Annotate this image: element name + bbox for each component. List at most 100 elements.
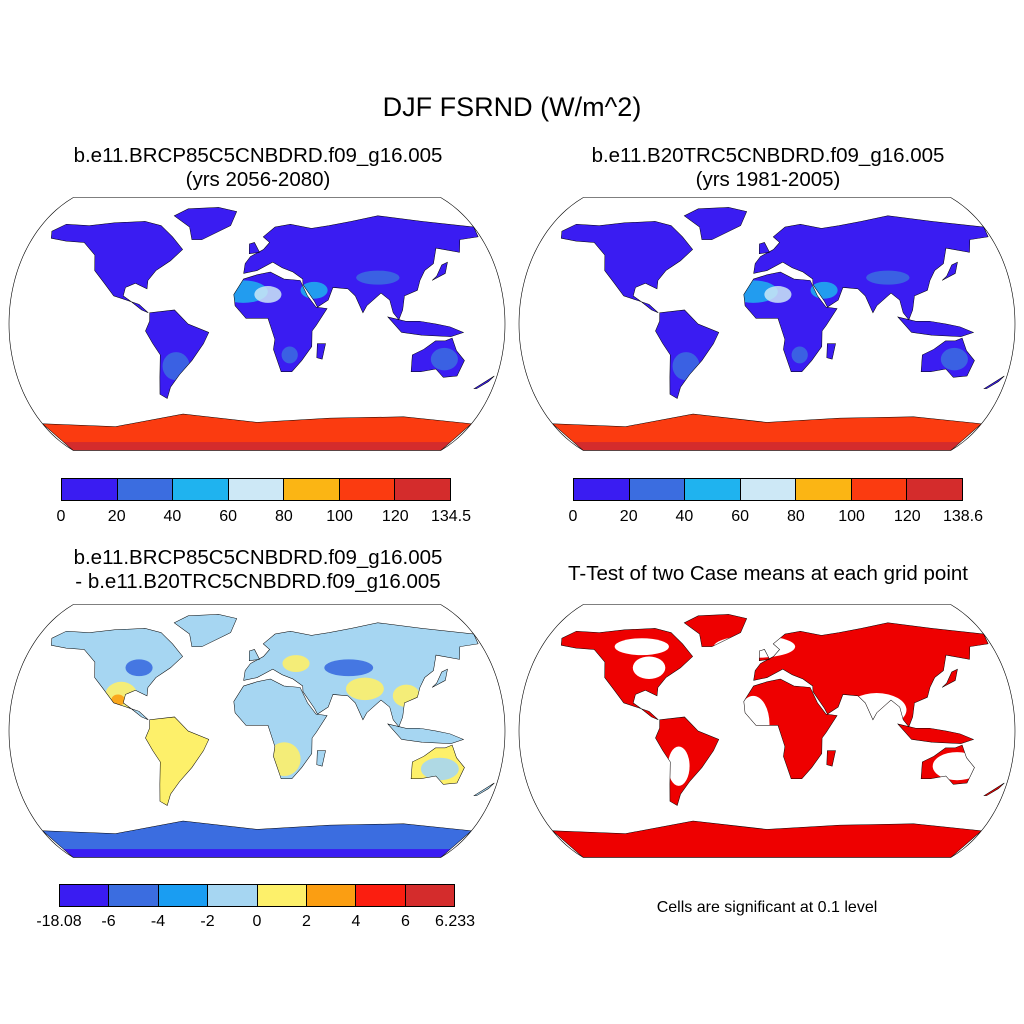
coastline-japan bbox=[431, 668, 448, 688]
colorbar-swatch bbox=[356, 885, 406, 906]
colorbar-swatch bbox=[208, 885, 258, 906]
land-greenland bbox=[174, 614, 237, 647]
colorbar-tick-label: 134.5 bbox=[430, 508, 472, 525]
map-ttest bbox=[518, 604, 1016, 858]
colorbar-swatch bbox=[60, 885, 110, 906]
map-boundary bbox=[8, 604, 506, 858]
colorbar-tick-label: 80 bbox=[274, 508, 293, 525]
coastline-indonesia bbox=[897, 723, 975, 744]
colorbar-tick-label: -18.08 bbox=[36, 913, 82, 930]
colorbar-swatch bbox=[228, 479, 285, 500]
coastline-antarctica bbox=[551, 820, 983, 858]
coastline-new-zealand bbox=[473, 782, 495, 796]
coastline-australia bbox=[410, 744, 465, 785]
colorbar-ticks-diff: -18.08 -6 -4 -2 0 2 4 6 6.233 bbox=[0, 913, 1024, 933]
map-diff bbox=[8, 604, 506, 858]
coastline-africa bbox=[233, 271, 328, 373]
coastline-south-america bbox=[655, 716, 720, 806]
colorbar-diff bbox=[59, 884, 455, 907]
colorbar-swatch bbox=[740, 479, 797, 500]
colorbar-tick-label: 0 bbox=[252, 913, 262, 930]
coastline-greenland bbox=[173, 614, 238, 647]
colorbar-swatch bbox=[173, 479, 229, 500]
map-case2 bbox=[518, 197, 1016, 451]
coastline-north-america bbox=[50, 628, 183, 720]
land-madagascar bbox=[826, 750, 836, 767]
colorbar-tick-label: 100 bbox=[326, 508, 353, 525]
colorbar-tick-label: 100 bbox=[838, 508, 865, 525]
coastline-madagascar bbox=[316, 343, 326, 360]
coastline-eurasia bbox=[243, 622, 479, 728]
land-japan bbox=[432, 262, 448, 281]
coastline-indonesia bbox=[897, 316, 975, 337]
colorbar-tick-label: 60 bbox=[731, 508, 750, 525]
land-antarctica bbox=[552, 820, 982, 858]
colorbar-swatch bbox=[851, 479, 908, 500]
coastline-eurasia bbox=[243, 215, 479, 321]
colorbar-tick-label: 4 bbox=[351, 913, 361, 930]
panel-title-diff: b.e11.BRCP85C5CNBDRD.f09_g16.005 - b.e11… bbox=[8, 546, 508, 594]
land-eurasia bbox=[753, 215, 989, 320]
coastline-indonesia bbox=[387, 723, 465, 744]
colorbar-swatch bbox=[339, 479, 396, 500]
colorbar-swatch bbox=[306, 885, 357, 906]
colorbar-tick-label: 20 bbox=[107, 508, 126, 525]
coastline-madagascar bbox=[826, 750, 836, 767]
land-indonesia bbox=[897, 723, 974, 744]
land-japan bbox=[432, 669, 448, 688]
coastline-antarctica bbox=[41, 820, 473, 858]
coastline-japan bbox=[941, 261, 958, 281]
land-madagascar bbox=[316, 750, 326, 767]
coastline-greenland bbox=[683, 207, 748, 240]
colorbar-swatch bbox=[405, 885, 454, 906]
land-uk bbox=[249, 242, 260, 254]
coastline-eurasia bbox=[753, 215, 989, 321]
colorbar-case1 bbox=[61, 478, 451, 501]
colorbar-swatch bbox=[158, 885, 209, 906]
land-eurasia bbox=[753, 622, 989, 727]
coastline-new-zealand bbox=[983, 782, 1005, 796]
coastline-africa bbox=[743, 271, 838, 373]
land-uk bbox=[759, 242, 770, 254]
land-indonesia bbox=[387, 723, 464, 744]
colorbar-tick-label: 0 bbox=[56, 508, 66, 525]
colorbar-tick-label: 40 bbox=[675, 508, 694, 525]
coastline-greenland bbox=[683, 614, 748, 647]
coastline-south-america bbox=[145, 716, 210, 806]
coastline-africa bbox=[743, 678, 838, 780]
coastline-new-zealand bbox=[473, 375, 495, 389]
panel-title-case1: b.e11.BRCP85C5CNBDRD.f09_g16.005 (yrs 20… bbox=[8, 144, 508, 192]
colorbar-tick-label: -2 bbox=[200, 913, 215, 930]
colorbar-swatch bbox=[907, 479, 963, 500]
coastline-australia bbox=[920, 744, 975, 785]
coastline-australia bbox=[920, 337, 975, 378]
coastline-antarctica bbox=[551, 413, 983, 451]
colorbar-tick-label: 60 bbox=[219, 508, 238, 525]
land-eurasia bbox=[243, 215, 479, 320]
panel-title-case2-line1: b.e11.B20TRC5CNBDRD.f09_g16.005 bbox=[591, 144, 945, 167]
coastline-japan bbox=[431, 261, 448, 281]
land-greenland bbox=[684, 207, 747, 240]
coastline-north-america bbox=[560, 628, 693, 720]
colorbar-swatch bbox=[796, 479, 852, 500]
panel-title-diff-line2: - b.e11.B20TRC5CNBDRD.f09_g16.005 bbox=[75, 570, 441, 593]
land-antarctica bbox=[42, 413, 472, 451]
colorbar-tick-label: 20 bbox=[619, 508, 638, 525]
land-greenland bbox=[174, 207, 237, 240]
coastline-antarctica bbox=[41, 413, 473, 451]
land-madagascar bbox=[826, 343, 836, 360]
colorbar-swatch bbox=[574, 479, 630, 500]
colorbar-swatch bbox=[257, 885, 307, 906]
colorbar-swatch bbox=[395, 479, 451, 500]
significance-note: Cells are significant at 0.1 level bbox=[656, 899, 878, 916]
coastline-south-america bbox=[145, 309, 210, 399]
colorbar-tick-label: -6 bbox=[101, 913, 116, 930]
colorbar-swatch bbox=[629, 479, 686, 500]
coastline-south-america bbox=[655, 309, 720, 399]
colorbar-swatch bbox=[685, 479, 741, 500]
coastline-north-america bbox=[50, 221, 183, 313]
map-boundary bbox=[8, 197, 506, 451]
land-north-america bbox=[561, 221, 693, 313]
coastline-uk bbox=[758, 649, 770, 662]
colorbar-tick-label: 120 bbox=[893, 508, 921, 525]
